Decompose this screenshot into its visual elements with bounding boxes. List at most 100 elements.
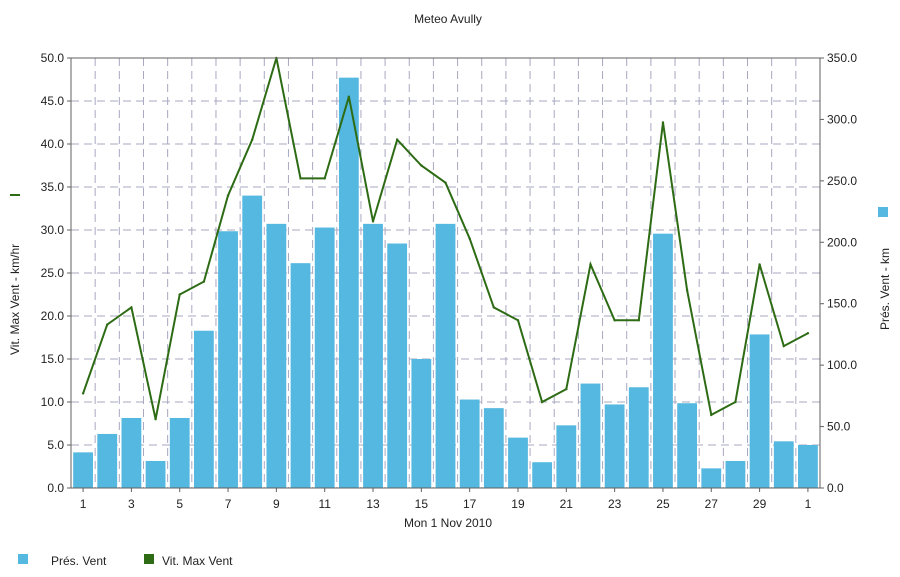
left-tick-label: 20.0 <box>41 309 65 323</box>
bar <box>338 77 359 489</box>
x-tick-label: 21 <box>560 497 574 511</box>
bar <box>677 403 698 488</box>
bar <box>556 425 577 488</box>
line-point <box>154 418 157 421</box>
line-point <box>734 400 737 404</box>
x-tick-label: 23 <box>608 497 622 511</box>
line-point <box>613 319 616 322</box>
bar <box>749 334 770 488</box>
right-tick-label: 0.0 <box>827 481 844 495</box>
left-tick-label: 10.0 <box>41 395 65 409</box>
left-tick-label: 50.0 <box>41 51 65 65</box>
right-tick-label: 150.0 <box>827 297 857 311</box>
grid <box>71 58 820 488</box>
right-axis-ticks: 0.0 50.0 100.0 150.0 200.0 250.0 300.0 350.0 <box>820 51 857 495</box>
left-axis-ticks: 0.0 5.0 10.0 15.0 20.0 25.0 30.0 35.0 40.0 45.0 50… <box>41 51 71 495</box>
line-point <box>395 138 399 141</box>
bar <box>701 468 722 488</box>
right-tick-label: 300.0 <box>827 112 857 126</box>
bar <box>483 408 504 488</box>
line-point <box>492 306 496 309</box>
bar <box>725 460 746 488</box>
line-point <box>81 392 85 395</box>
bar <box>580 383 601 488</box>
line-point <box>710 413 713 417</box>
bar <box>218 231 238 488</box>
x-axis-ticks: 1 3 5 7 9 11 13 15 17 19 21 23 25 27 29 1 <box>80 488 812 511</box>
bar-series <box>73 77 818 489</box>
x-tick-label: 13 <box>366 497 380 511</box>
left-tick-label: 5.0 <box>47 438 64 452</box>
x-tick-label: 29 <box>753 497 767 511</box>
legend-label-vit-max-vent: Vit. Max Vent <box>162 554 233 568</box>
line-point <box>323 177 326 180</box>
x-tick-label: 1 <box>805 497 812 511</box>
line-point <box>468 237 471 240</box>
left-tick-label: 30.0 <box>41 223 65 237</box>
x-tick-label: 5 <box>176 497 183 511</box>
bar <box>508 437 528 488</box>
bar <box>628 387 649 488</box>
bar <box>169 417 190 488</box>
bar <box>314 227 335 489</box>
left-axis-label: Vit. Max Vent - km/hr <box>8 244 22 355</box>
line-point <box>226 194 230 197</box>
line-point <box>565 387 568 391</box>
line-point <box>444 181 447 184</box>
x-tick-label: 7 <box>225 497 232 511</box>
legend-label-pres-vent: Prés. Vent <box>51 554 107 568</box>
right-tick-label: 250.0 <box>827 174 857 188</box>
line-point <box>202 280 206 283</box>
x-tick-label: 19 <box>511 497 525 511</box>
x-tick-label: 27 <box>705 497 719 511</box>
bar <box>773 441 794 488</box>
bar <box>653 233 673 488</box>
left-tick-label: 40.0 <box>41 137 65 151</box>
line-point <box>589 263 592 266</box>
left-tick-label: 45.0 <box>41 94 65 108</box>
x-tick-label: 1 <box>80 497 87 511</box>
line-point <box>420 164 423 167</box>
x-axis-label: Mon 1 Nov 2010 <box>404 516 492 530</box>
bar <box>459 399 480 488</box>
line-point <box>661 121 665 124</box>
right-axis-bar-marker <box>878 207 888 217</box>
x-tick-label: 17 <box>463 497 477 511</box>
line-point <box>516 319 520 322</box>
bar <box>387 243 408 488</box>
bar <box>145 460 166 488</box>
line-series <box>81 56 810 421</box>
bar <box>242 195 263 488</box>
bar <box>97 433 118 488</box>
right-tick-label: 50.0 <box>827 420 851 434</box>
bar <box>363 223 383 488</box>
bar <box>532 462 553 488</box>
line-point <box>251 138 254 141</box>
left-tick-label: 35.0 <box>41 180 65 194</box>
line-point <box>178 293 181 296</box>
line-point <box>758 263 761 266</box>
x-tick-label: 9 <box>273 497 280 511</box>
line-point <box>806 332 810 335</box>
bar <box>798 445 818 488</box>
right-tick-label: 100.0 <box>827 358 857 372</box>
left-tick-label: 15.0 <box>41 352 65 366</box>
chart-title: Meteo Avully <box>414 12 482 26</box>
x-tick-label: 15 <box>415 497 429 511</box>
bar <box>266 223 287 488</box>
x-tick-label: 11 <box>318 497 331 511</box>
x-tick-label: 25 <box>656 497 670 511</box>
bar <box>121 417 142 488</box>
line-point <box>299 177 302 180</box>
line-point <box>130 306 133 309</box>
bar <box>290 263 311 488</box>
right-axis-label: Prés. Vent - km <box>878 248 892 330</box>
x-tick-label: 3 <box>128 497 135 511</box>
legend-swatch-vit-max-vent <box>144 554 154 564</box>
line-point <box>782 344 785 348</box>
left-tick-label: 0.0 <box>47 481 64 495</box>
bar <box>435 223 456 488</box>
legend-swatch-pres-vent <box>18 554 28 564</box>
line-point <box>371 220 375 223</box>
